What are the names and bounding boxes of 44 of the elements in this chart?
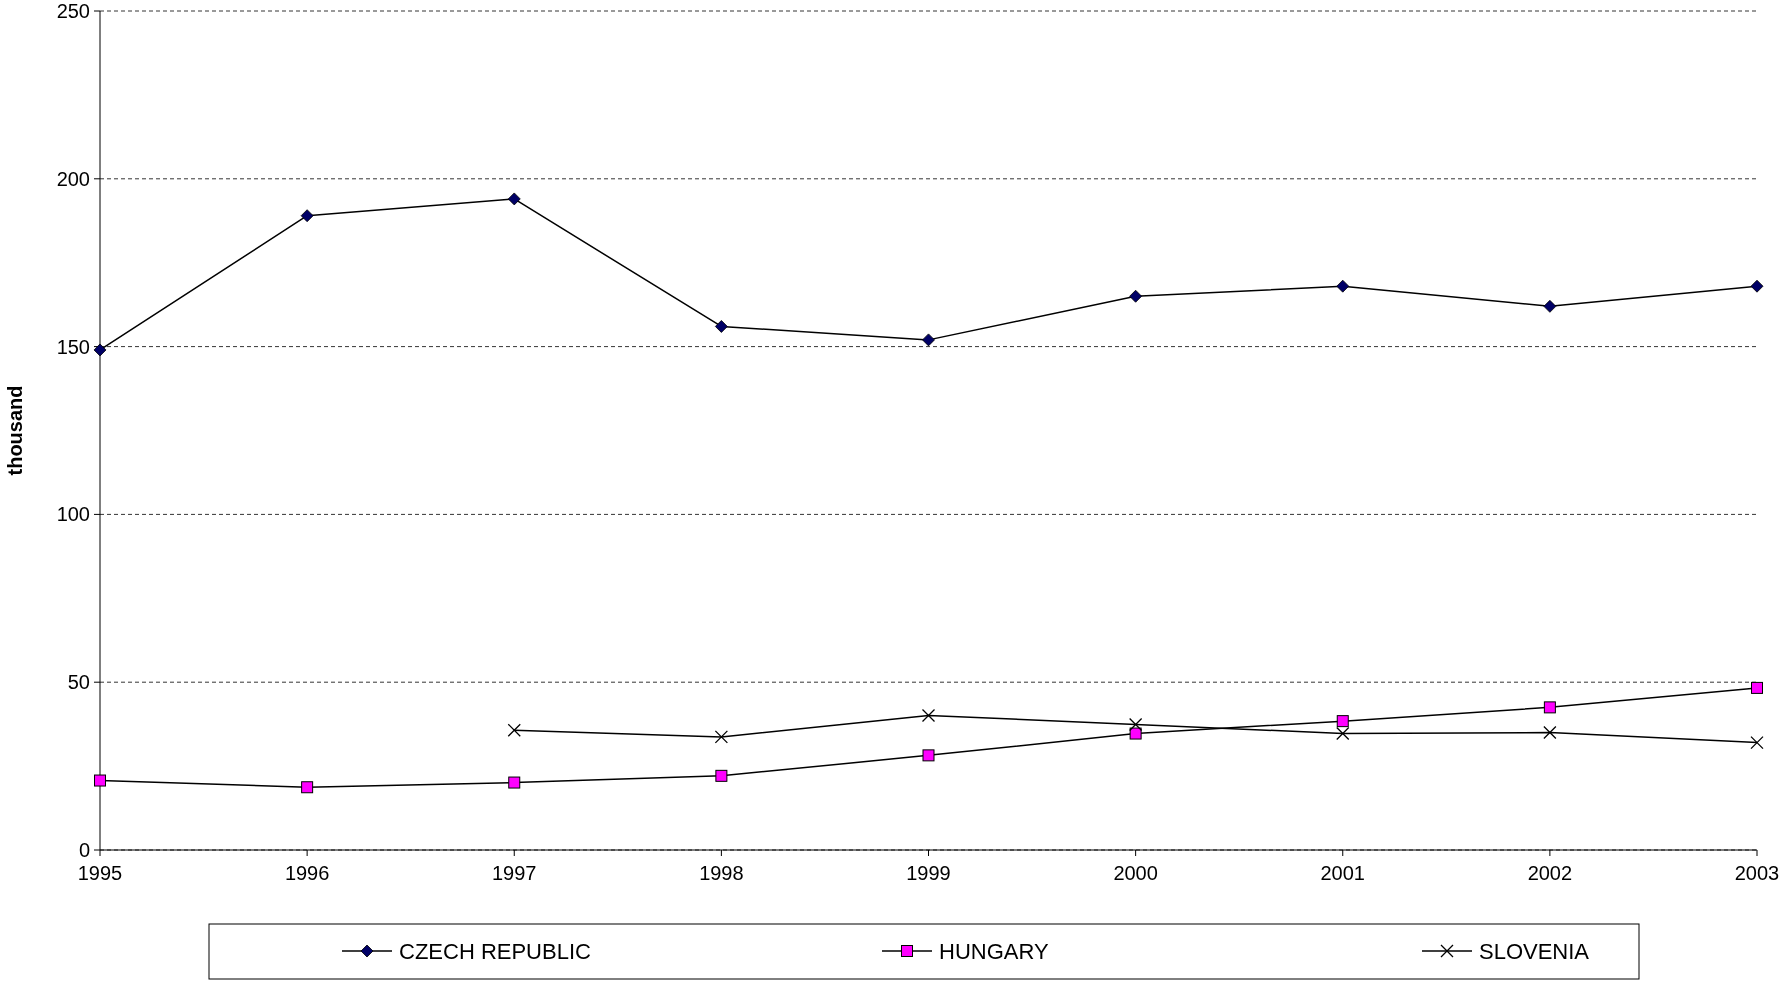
legend-label: CZECH REPUBLIC — [399, 938, 592, 964]
point — [93, 343, 107, 357]
point — [1129, 727, 1142, 740]
point — [508, 776, 521, 789]
point — [1129, 289, 1143, 303]
x-tick-label: 2000 — [1113, 862, 1158, 884]
point — [507, 192, 521, 206]
point — [714, 730, 729, 744]
x-tick-label: 1999 — [906, 862, 951, 884]
point — [1751, 681, 1763, 694]
point — [1336, 715, 1349, 728]
point — [921, 708, 936, 723]
y-tick-label: 200 — [56, 167, 90, 190]
y-axis-title: thousand — [4, 385, 26, 476]
point — [1128, 717, 1143, 732]
y-tick-label: 0 — [78, 839, 90, 861]
y-tick-label: 150 — [56, 335, 90, 358]
point — [1543, 701, 1556, 714]
legend-label: HUNGARY — [939, 938, 1049, 964]
point — [1336, 279, 1350, 293]
point — [301, 781, 314, 794]
x-tick-label: 1998 — [699, 862, 744, 884]
x-tick-label: 2001 — [1320, 862, 1365, 884]
legend-label: SLOVENIA — [1479, 938, 1590, 964]
point — [1336, 726, 1350, 741]
point — [922, 333, 935, 347]
point — [714, 320, 728, 333]
x-tick-label: 1997 — [492, 862, 537, 884]
x-tick-label: 1995 — [77, 862, 123, 884]
point — [1543, 725, 1557, 740]
point — [94, 774, 106, 787]
point — [507, 723, 521, 737]
x-tick-label: 2003 — [1734, 862, 1780, 884]
y-tick-label: 250 — [56, 0, 90, 22]
point — [715, 769, 728, 782]
point — [922, 749, 935, 762]
point — [1750, 735, 1764, 750]
point — [300, 209, 314, 223]
point — [1750, 279, 1764, 293]
y-tick-label: 100 — [56, 503, 90, 526]
y-tick-label: 50 — [67, 671, 90, 694]
point — [1543, 299, 1557, 313]
x-tick-label: 1996 — [284, 862, 330, 884]
x-tick-label: 2002 — [1527, 862, 1573, 884]
